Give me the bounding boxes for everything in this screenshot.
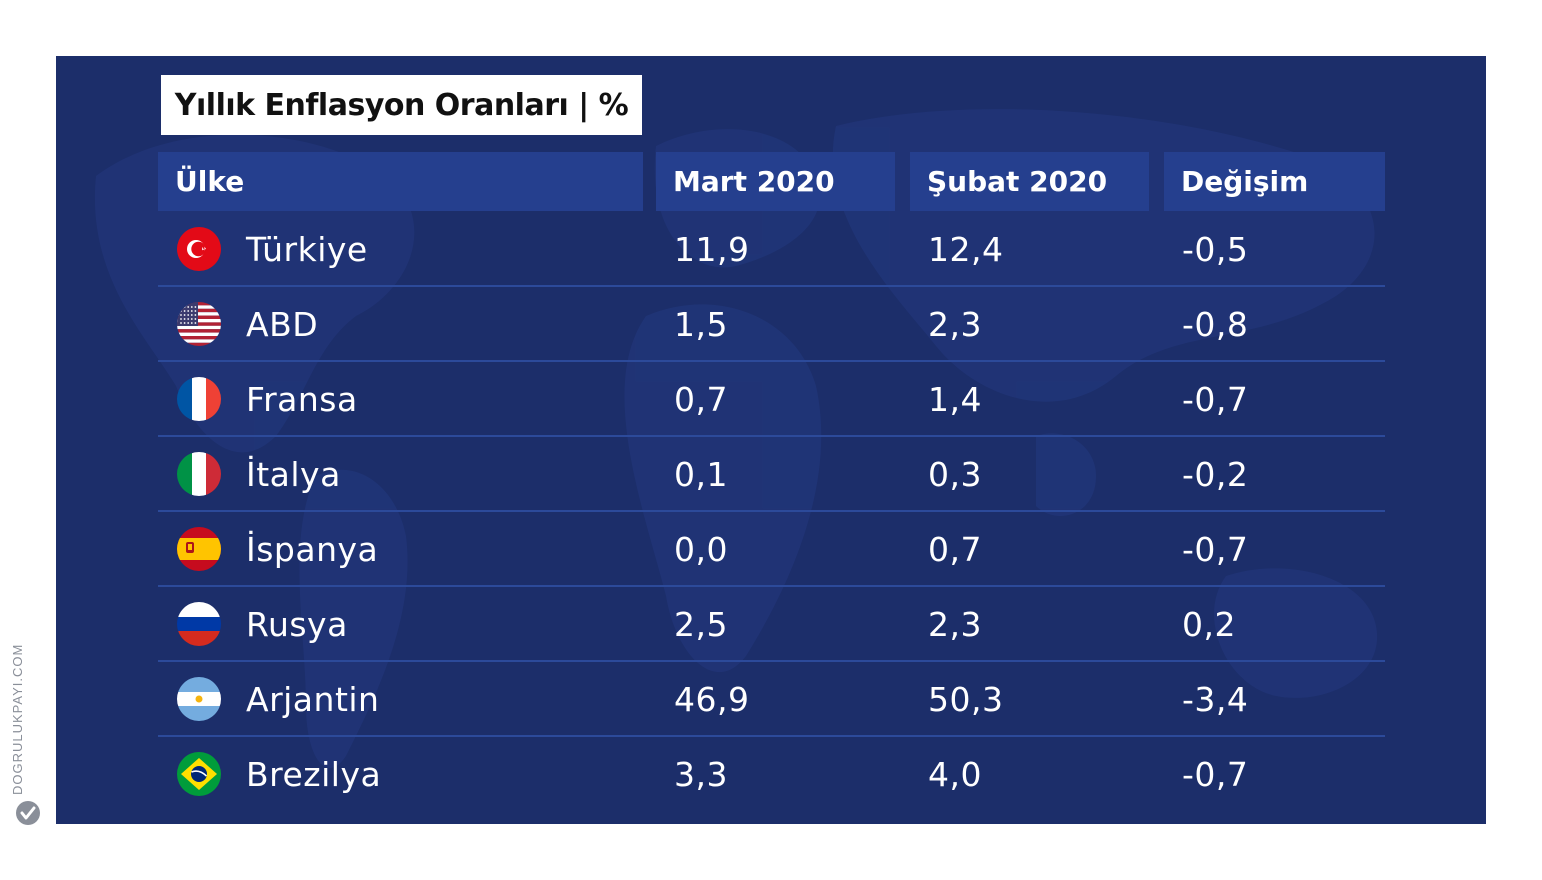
degisim-cell: -3,4: [1182, 680, 1249, 719]
mart-2020-cell: 0,7: [674, 380, 728, 419]
mart-2020-cell: 0,0: [674, 530, 728, 569]
subat-2020-cell: 4,0: [928, 755, 982, 794]
mart-2020-cell: 2,5: [674, 605, 728, 644]
mart-2020-cell: 11,9: [674, 230, 750, 269]
spain-flag-icon: [177, 527, 221, 571]
table-row: İtalya 0,1 0,3 -0,2: [158, 437, 1385, 512]
degisim-cell: 0,2: [1182, 605, 1236, 644]
degisim-cell: -0,2: [1182, 455, 1249, 494]
table-row: Türkiye 11,9 12,4 -0,5: [158, 212, 1385, 287]
country-cell: ABD: [246, 305, 319, 344]
country-cell: Rusya: [246, 605, 348, 644]
subat-2020-cell: 1,4: [928, 380, 982, 419]
country-cell: İtalya: [246, 455, 341, 494]
degisim-cell: -0,8: [1182, 305, 1249, 344]
country-cell: Brezilya: [246, 755, 382, 794]
watermark-text: DOGRULUKPAYI.COM: [10, 643, 25, 795]
country-cell: Türkiye: [246, 230, 368, 269]
italy-flag-icon: [177, 452, 221, 496]
subat-2020-cell: 2,3: [928, 605, 982, 644]
country-cell: İspanya: [246, 530, 379, 569]
table-row: Rusya 2,5 2,3 0,2: [158, 587, 1385, 662]
degisim-cell: -0,7: [1182, 380, 1249, 419]
subat-2020-cell: 12,4: [928, 230, 1004, 269]
turkey-flag-icon: [177, 227, 221, 271]
header-subat-2020: Şubat 2020: [910, 152, 1149, 211]
table-row: Arjantin 46,9 50,3 -3,4: [158, 662, 1385, 737]
country-cell: Fransa: [246, 380, 358, 419]
country-cell: Arjantin: [246, 680, 380, 719]
degisim-cell: -0,5: [1182, 230, 1249, 269]
france-flag-icon: [177, 377, 221, 421]
degisim-cell: -0,7: [1182, 530, 1249, 569]
subat-2020-cell: 2,3: [928, 305, 982, 344]
subat-2020-cell: 50,3: [928, 680, 1004, 719]
chart-title: Yıllık Enflasyon Oranları | %: [174, 87, 629, 123]
watermark: DOGRULUKPAYI.COM: [8, 620, 48, 830]
table-row: Fransa 0,7 1,4 -0,7: [158, 362, 1385, 437]
brazil-flag-icon: [177, 752, 221, 796]
subat-2020-cell: 0,7: [928, 530, 982, 569]
checkmark-logo-icon: [16, 801, 40, 825]
header-mart-2020: Mart 2020: [656, 152, 895, 211]
table-panel: Yıllık Enflasyon Oranları | % Ülke Mart …: [56, 56, 1486, 824]
mart-2020-cell: 1,5: [674, 305, 728, 344]
subat-2020-cell: 0,3: [928, 455, 982, 494]
argentina-flag-icon: [177, 677, 221, 721]
usa-flag-icon: [177, 302, 221, 346]
russia-flag-icon: [177, 602, 221, 646]
mart-2020-cell: 46,9: [674, 680, 750, 719]
mart-2020-cell: 0,1: [674, 455, 728, 494]
degisim-cell: -0,7: [1182, 755, 1249, 794]
table-row: ABD 1,5 2,3 -0,8: [158, 287, 1385, 362]
table-row: İspanya 0,0 0,7 -0,7: [158, 512, 1385, 587]
header-country: Ülke: [158, 152, 643, 211]
mart-2020-cell: 3,3: [674, 755, 728, 794]
chart-title-box: Yıllık Enflasyon Oranları | %: [161, 75, 642, 135]
table-row: Brezilya 3,3 4,0 -0,7: [158, 737, 1385, 812]
header-degisim: Değişim: [1164, 152, 1385, 211]
